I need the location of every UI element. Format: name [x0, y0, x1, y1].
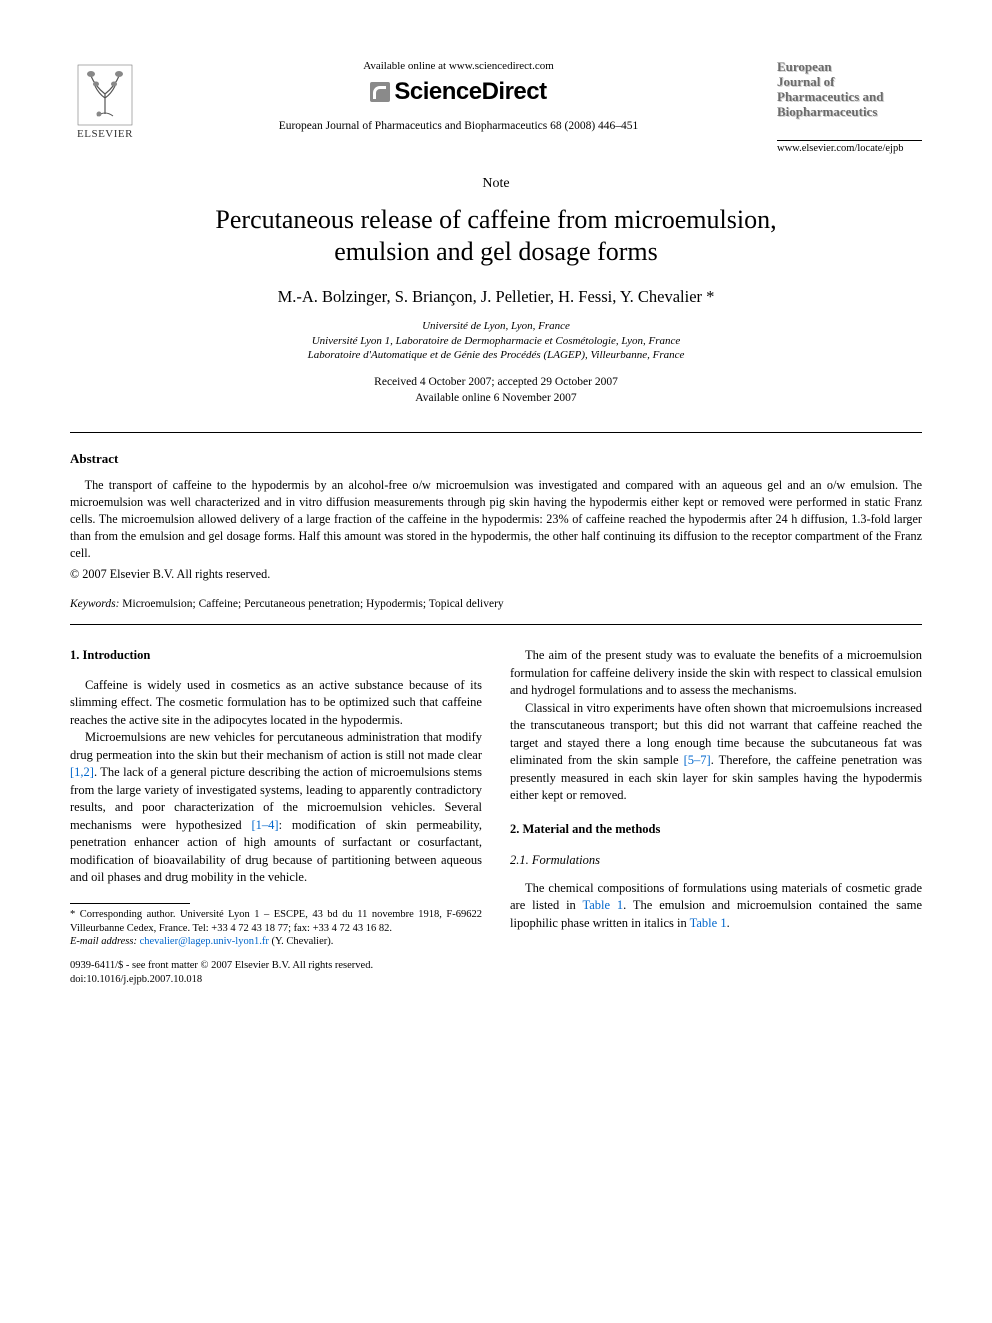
received-date: Received 4 October 2007; accepted 29 Oct… [374, 376, 618, 388]
sciencedirect-text: ScienceDirect [394, 78, 546, 106]
body-text: Microemulsions are new vehicles for perc… [70, 730, 482, 762]
sciencedirect-logo: ScienceDirect [160, 78, 757, 106]
affiliation-line: Laboratoire d'Automatique et de Génie de… [308, 349, 685, 361]
abstract-copyright: © 2007 Elsevier B.V. All rights reserved… [70, 567, 922, 582]
article-dates: Received 4 October 2007; accepted 29 Oct… [70, 375, 922, 406]
right-column: The aim of the present study was to eval… [510, 647, 922, 986]
journal-name-line: European [777, 59, 832, 74]
divider [70, 432, 922, 433]
footnote-text: * Corresponding author. Université Lyon … [70, 909, 482, 934]
journal-name-box: European Journal of Pharmaceutics and Bi… [777, 60, 922, 154]
journal-name: European Journal of Pharmaceutics and Bi… [777, 60, 922, 120]
subsection-heading-2-1: 2.1. Formulations [510, 852, 922, 870]
keywords-label: Keywords: [70, 598, 119, 610]
email-link[interactable]: chevalier@lagep.univ-lyon1.fr [140, 936, 269, 947]
reference-link[interactable]: [1–4] [252, 818, 279, 832]
keywords-text: Microemulsion; Caffeine; Percutaneous pe… [119, 598, 503, 610]
left-column: 1. Introduction Caffeine is widely used … [70, 647, 482, 986]
keywords: Keywords: Microemulsion; Caffeine; Percu… [70, 598, 922, 610]
footnote-text: (Y. Chevalier). [269, 936, 334, 947]
body-columns: 1. Introduction Caffeine is widely used … [70, 647, 922, 986]
abstract-text: The transport of caffeine to the hypoder… [70, 477, 922, 561]
divider [70, 624, 922, 625]
section-heading-1: 1. Introduction [70, 647, 482, 665]
corresponding-author-footnote: * Corresponding author. Université Lyon … [70, 908, 482, 949]
body-paragraph: Microemulsions are new vehicles for perc… [70, 729, 482, 887]
footnote-separator [70, 903, 190, 904]
journal-citation: European Journal of Pharmaceutics and Bi… [160, 120, 757, 132]
reference-link[interactable]: [1,2] [70, 765, 94, 779]
doi-text: doi:10.1016/j.ejpb.2007.10.018 [70, 974, 202, 985]
body-paragraph: The aim of the present study was to eval… [510, 647, 922, 700]
title-line: Percutaneous release of caffeine from mi… [215, 205, 776, 234]
title-line: emulsion and gel dosage forms [334, 237, 658, 266]
footer-line: 0939-6411/$ - see front matter © 2007 El… [70, 960, 373, 971]
authors: M.-A. Bolzinger, S. Briançon, J. Pelleti… [70, 287, 922, 307]
abstract-heading: Abstract [70, 451, 922, 467]
reference-link[interactable]: [5–7] [684, 753, 711, 767]
body-text: . [727, 916, 730, 930]
affiliation-line: Université de Lyon, Lyon, France [422, 320, 570, 332]
elsevier-tree-icon [77, 64, 133, 126]
email-label: E-mail address: [70, 936, 137, 947]
article-title: Percutaneous release of caffeine from mi… [70, 204, 922, 269]
journal-name-line: Biopharmaceutics [777, 104, 877, 119]
body-paragraph: Caffeine is widely used in cosmetics as … [70, 677, 482, 730]
affiliation-line: Université Lyon 1, Laboratoire de Dermop… [312, 335, 681, 347]
available-online-text: Available online at www.sciencedirect.co… [160, 60, 757, 72]
header-row: ELSEVIER Available online at www.science… [70, 60, 922, 154]
journal-name-line: Pharmaceutics and [777, 89, 884, 104]
body-paragraph: The chemical compositions of formulation… [510, 880, 922, 933]
header-center: Available online at www.sciencedirect.co… [140, 60, 777, 132]
journal-url[interactable]: www.elsevier.com/locate/ejpb [777, 140, 922, 154]
page-footer: 0939-6411/$ - see front matter © 2007 El… [70, 959, 482, 986]
available-date: Available online 6 November 2007 [415, 392, 576, 404]
section-heading-2: 2. Material and the methods [510, 821, 922, 839]
sciencedirect-icon [370, 82, 390, 102]
note-label: Note [70, 176, 922, 192]
table-link[interactable]: Table 1 [582, 898, 623, 912]
elsevier-label: ELSEVIER [77, 128, 133, 140]
affiliations: Université de Lyon, Lyon, France Univers… [70, 319, 922, 364]
body-paragraph: Classical in vitro experiments have ofte… [510, 700, 922, 805]
elsevier-logo: ELSEVIER [70, 60, 140, 140]
table-link[interactable]: Table 1 [690, 916, 727, 930]
journal-name-line: Journal of [777, 74, 834, 89]
